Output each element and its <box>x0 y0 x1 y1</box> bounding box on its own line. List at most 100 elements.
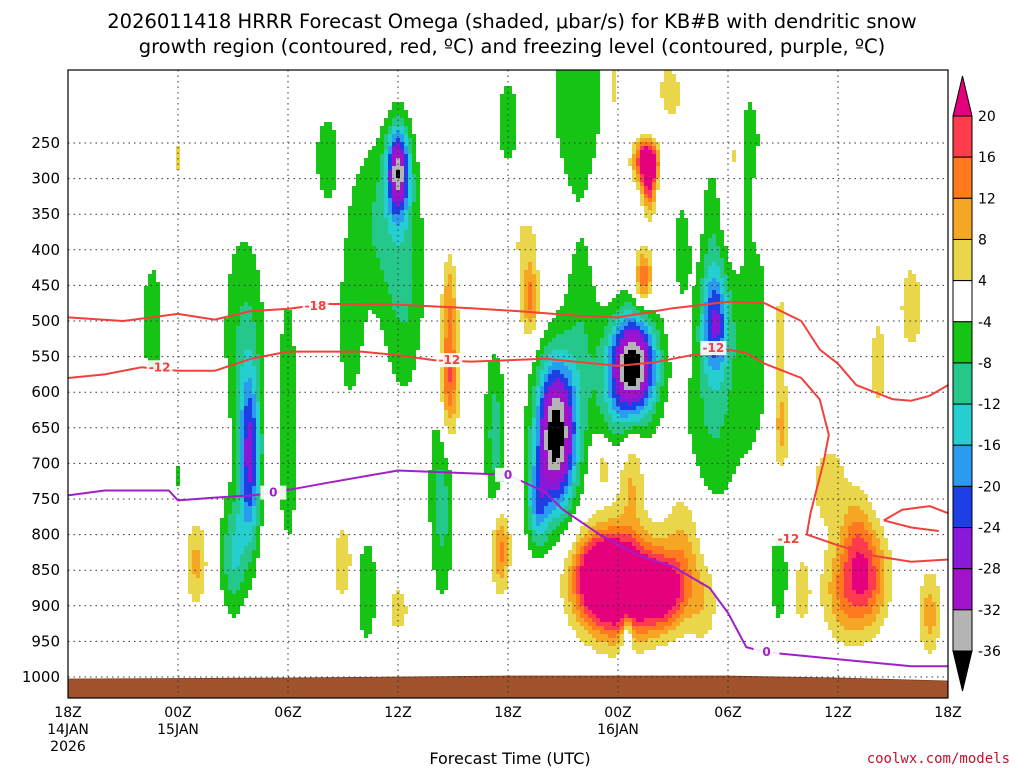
omega-cell <box>720 318 724 322</box>
omega-cell <box>224 594 248 598</box>
omega-cell <box>252 426 256 430</box>
omega-cell <box>148 282 160 286</box>
omega-cell <box>252 378 256 382</box>
omega-cell <box>252 518 256 522</box>
omega-cell <box>224 598 244 602</box>
omega-cell <box>240 562 248 566</box>
omega-cell <box>564 506 572 510</box>
omega-cell <box>144 306 160 310</box>
omega-cell <box>256 538 260 542</box>
omega-cell <box>652 202 656 206</box>
omega-cell <box>744 126 756 130</box>
omega-cell <box>620 618 624 622</box>
omega-cell <box>924 618 936 622</box>
omega-cell <box>252 466 256 470</box>
omega-cell <box>384 178 388 182</box>
omega-cell <box>440 346 444 350</box>
omega-cell <box>732 374 764 378</box>
omega-cell <box>612 374 616 378</box>
omega-cell <box>628 382 636 386</box>
omega-cell <box>280 446 296 450</box>
omega-cell <box>664 74 676 78</box>
omega-cell <box>876 530 884 534</box>
omega-cell <box>404 150 408 154</box>
omega-cell <box>236 474 240 478</box>
omega-cell <box>704 410 728 414</box>
omega-cell <box>712 294 720 298</box>
omega-cell <box>580 422 588 426</box>
omega-cell <box>576 458 580 462</box>
omega-cell <box>696 454 744 458</box>
omega-cell <box>572 478 576 482</box>
omega-cell <box>380 322 420 326</box>
omega-cell <box>144 326 160 330</box>
omega-cell <box>584 450 588 454</box>
omega-cell <box>868 530 876 534</box>
omega-cell <box>688 386 700 390</box>
omega-cell <box>732 382 764 386</box>
omega-cell <box>568 566 572 570</box>
omega-cell <box>848 534 856 538</box>
omega-cell <box>608 518 640 522</box>
omega-cell <box>724 370 732 374</box>
omega-cell <box>880 570 884 574</box>
omega-cell <box>564 558 572 562</box>
omega-cell <box>700 310 704 314</box>
omega-cell <box>776 354 784 358</box>
omega-cell <box>640 518 652 522</box>
omega-cell <box>652 346 656 350</box>
omega-cell <box>632 618 636 622</box>
omega-cell <box>388 170 392 174</box>
omega-cell <box>576 598 580 602</box>
omega-cell <box>544 454 548 458</box>
omega-cell <box>660 370 664 374</box>
omega-cell <box>576 586 580 590</box>
omega-cell <box>456 326 460 330</box>
omega-cell <box>572 626 584 630</box>
omega-cell <box>660 398 668 402</box>
omega-cell <box>676 238 688 242</box>
omega-cell <box>560 502 568 506</box>
omega-cell <box>452 342 456 346</box>
omega-cell <box>412 234 424 238</box>
y-tick-label: 650 <box>31 419 60 437</box>
colorbar-label: -4 <box>978 315 992 331</box>
omega-cell <box>228 278 260 282</box>
colorbar-label: -32 <box>978 603 1001 619</box>
omega-cell <box>236 386 240 390</box>
omega-cell <box>340 354 360 358</box>
omega-cell <box>720 266 724 270</box>
omega-cell <box>584 458 588 462</box>
omega-cell <box>256 390 260 394</box>
omega-cell <box>548 394 564 398</box>
omega-cell <box>240 242 248 246</box>
omega-cell <box>612 86 616 90</box>
omega-cell <box>572 418 576 422</box>
omega-cell <box>372 210 384 214</box>
omega-cell <box>676 246 692 250</box>
omega-cell <box>444 342 452 346</box>
omega-cell <box>320 186 336 190</box>
isotherm-label-minus12-east: -12 <box>702 341 724 355</box>
x-tick-date-label: 14JAN <box>47 722 89 738</box>
omega-cell <box>580 574 680 578</box>
omega-cell <box>632 638 636 642</box>
omega-cell <box>724 282 728 286</box>
omega-cell <box>780 430 784 434</box>
omega-cell <box>528 446 532 450</box>
omega-cell <box>400 142 404 146</box>
omega-cell <box>596 650 620 654</box>
omega-cell <box>524 294 528 298</box>
omega-cell <box>904 318 920 322</box>
omega-cell <box>456 382 460 386</box>
omega-cell <box>776 610 784 614</box>
omega-cell <box>456 366 460 370</box>
omega-cell <box>380 130 388 134</box>
omega-cell <box>692 434 712 438</box>
omega-cell <box>284 522 292 526</box>
omega-cell <box>520 234 536 238</box>
omega-cell <box>576 534 584 538</box>
omega-cell <box>644 618 668 622</box>
omega-cell <box>636 162 640 166</box>
omega-cell <box>564 466 568 470</box>
